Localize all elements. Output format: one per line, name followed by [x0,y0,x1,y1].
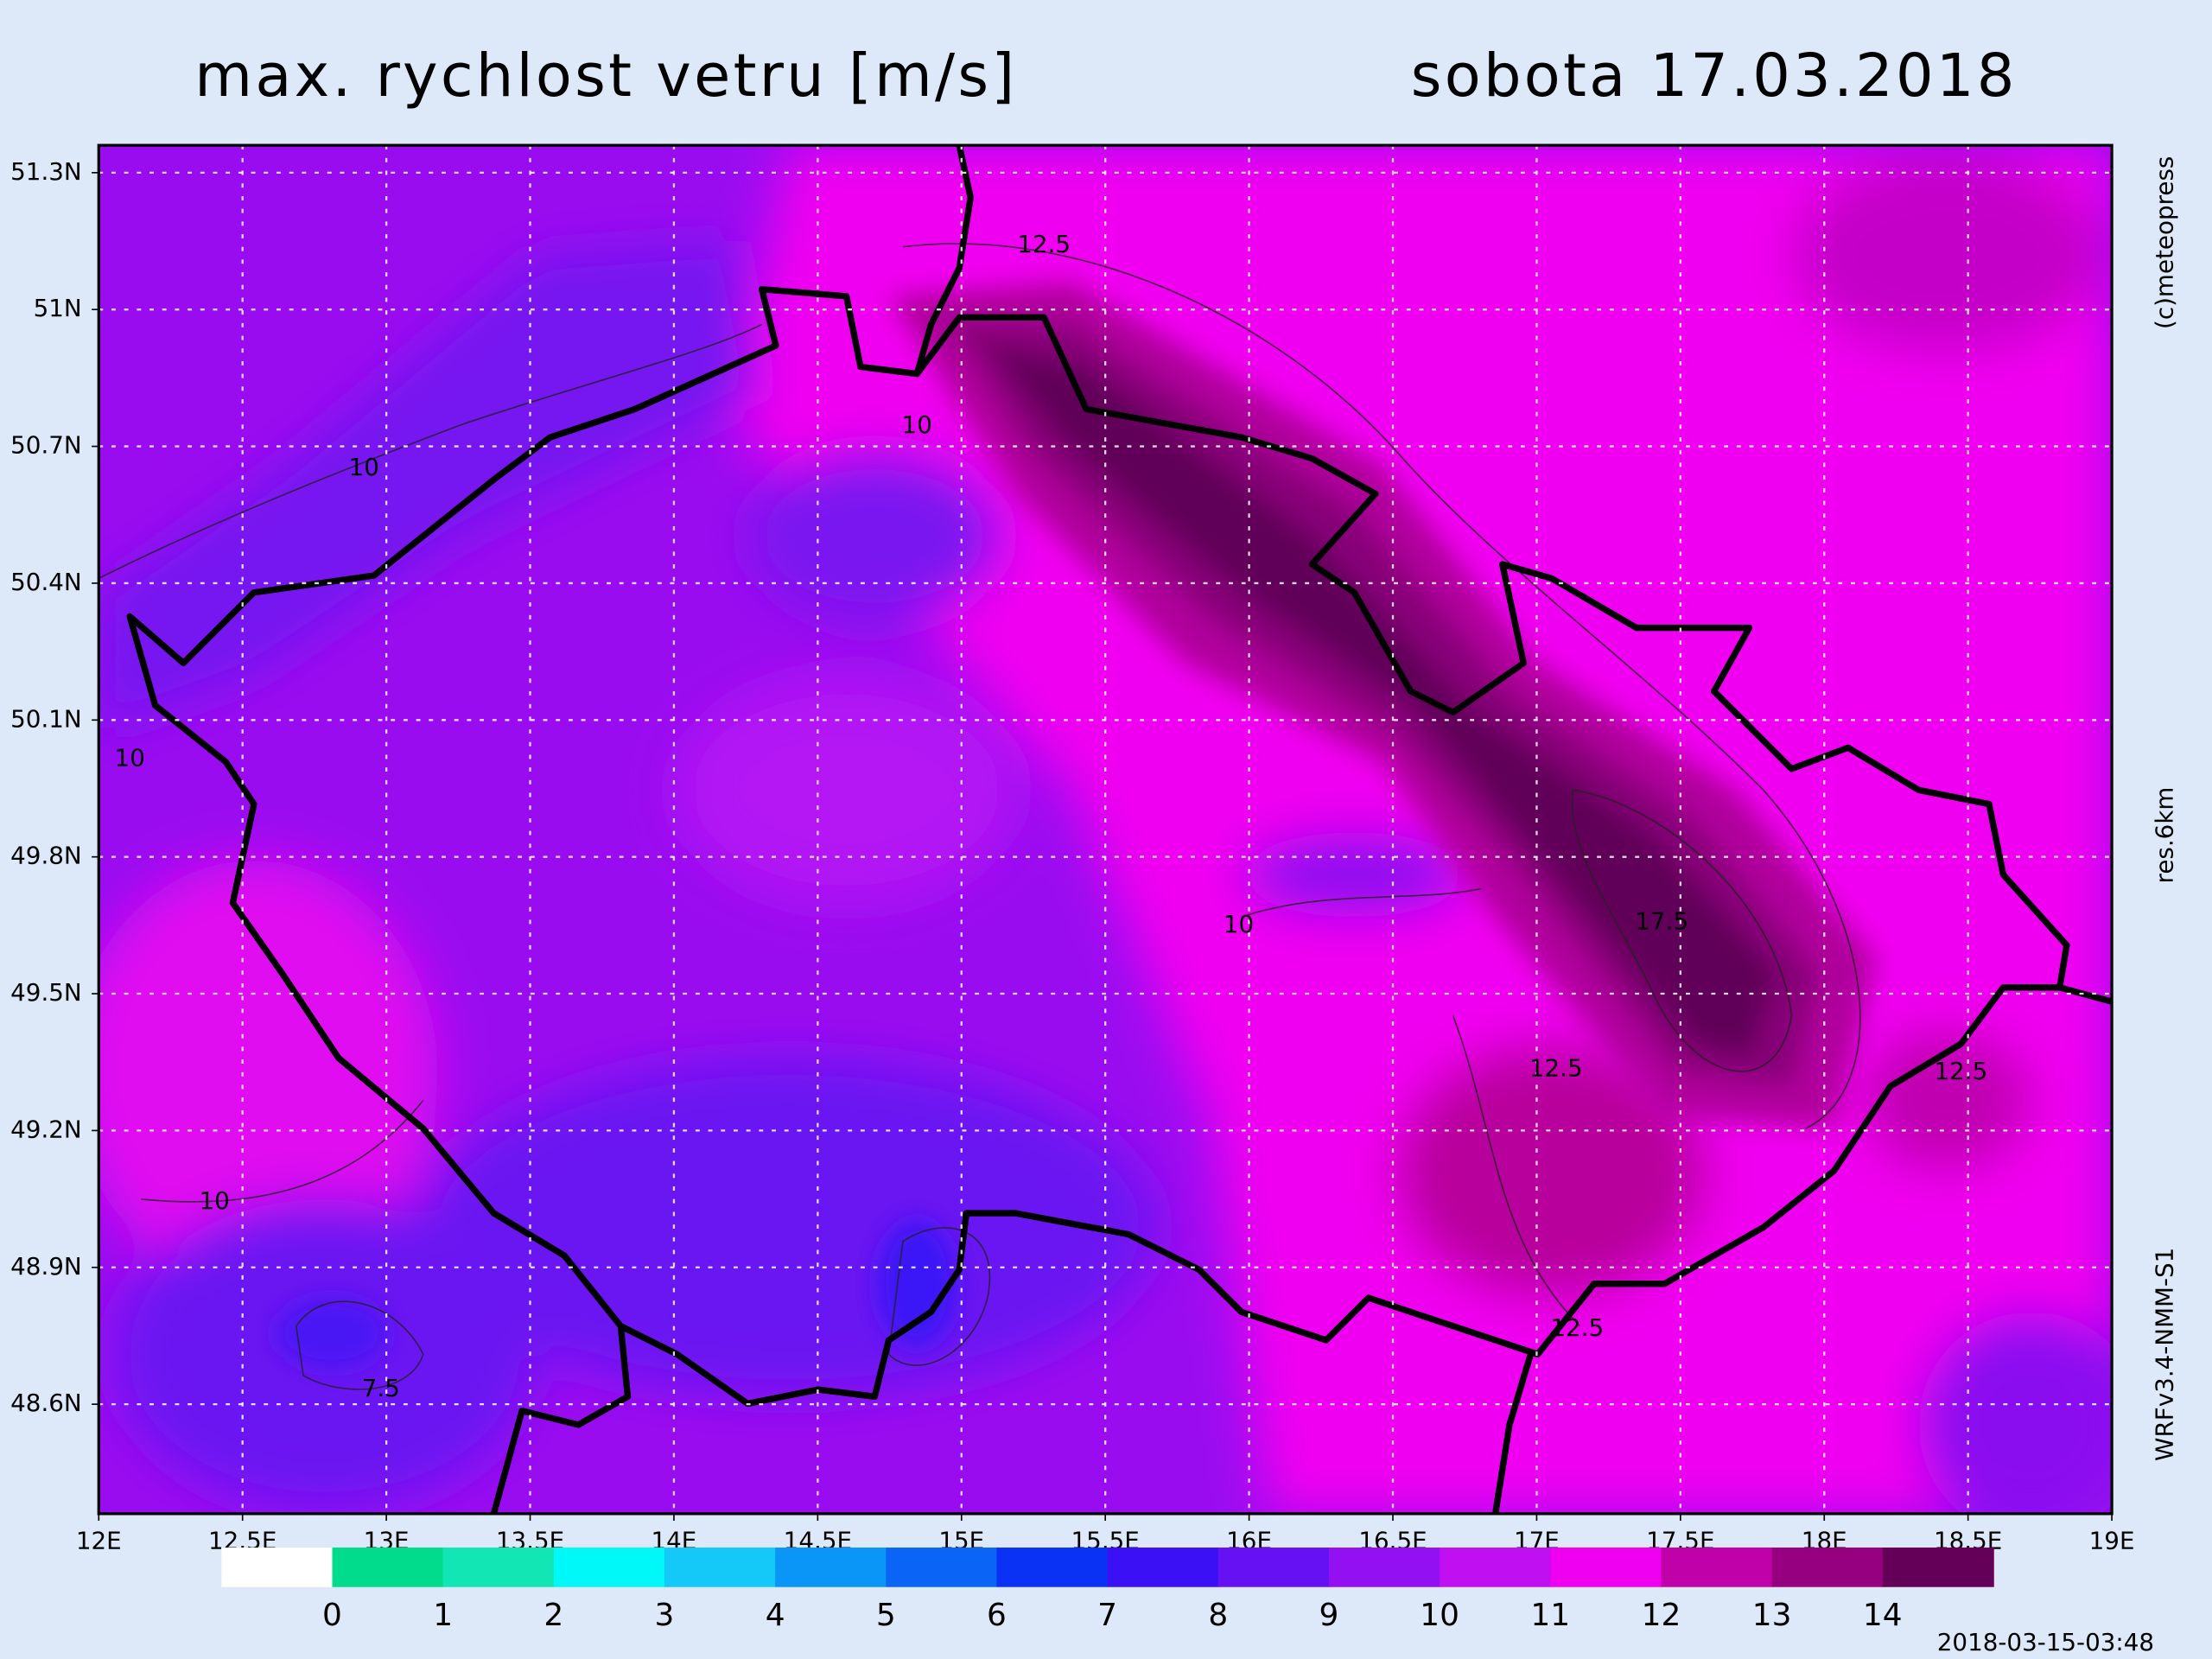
map-date: sobota 17.03.2018 [1411,41,2018,111]
colorbar-label: 12 [1642,1598,1681,1633]
lat-tick-label: 51.3N [10,157,82,186]
colorbar-label: 9 [1319,1598,1339,1633]
contour-label: 10 [200,1186,230,1215]
colorbar-box [1217,1548,1330,1587]
lon-tick-label: 12E [76,1526,122,1554]
resolution: res.6km [2150,787,2178,884]
colorbar-label: 1 [433,1598,453,1633]
lat-tick-label: 48.6N [10,1389,82,1417]
lat-tick-label: 50.1N [10,704,82,733]
lat-tick-label: 48.9N [10,1252,82,1281]
colorbar-label: 3 [655,1598,675,1633]
contour-label: 17.5 [1635,907,1688,936]
colorbar-box [1771,1548,1884,1587]
colorbar-box [1328,1548,1440,1587]
lat-tick-label: 51N [34,294,82,322]
contour-label: 10 [1224,910,1254,938]
lat-tick-label: 49.8N [10,842,82,870]
colorbar-box [1661,1548,1773,1587]
colorbar-box [332,1548,444,1587]
timestamp: 2018-03-15-03:48 [1937,1628,2154,1656]
colorbar-label: 7 [1097,1598,1117,1633]
lat-tick-label: 50.4N [10,568,82,596]
lat-tick-label: 49.2N [10,1115,82,1143]
colorbar-label: 11 [1530,1598,1570,1633]
colorbar-label: 6 [987,1598,1007,1633]
wind-field [99,145,2113,1514]
colorbar-box [886,1548,998,1587]
contour-label: 12.5 [1934,1057,1987,1085]
colorbar-box [1440,1548,1552,1587]
contour-label: 12.5 [1550,1313,1604,1342]
contours [99,243,1861,1390]
colorbar-label: 8 [1208,1598,1228,1633]
contour-label: 7.5 [362,1374,400,1402]
lat-tick-label: 50.7N [10,431,82,460]
lat-tick-label: 49.5N [10,978,82,1007]
colorbar-box [1107,1548,1219,1587]
colorbar-label: 2 [543,1598,563,1633]
map-title: max. rychlost vetru [m/s] [194,41,1017,111]
colorbar-label: 0 [322,1598,342,1633]
colorbar-box [442,1548,555,1587]
contour-label: 12.5 [1529,1054,1583,1083]
grid [99,145,2113,1514]
colorbar-label: 13 [1752,1598,1792,1633]
colorbar-label: 14 [1863,1598,1903,1633]
lon-tick-label: 19E [2089,1526,2135,1554]
colorbar-label: 10 [1420,1598,1459,1633]
model: WRFv3.4-NMM-S1 [2150,1248,2178,1461]
colorbar-box [775,1548,887,1587]
colorbar-box [1882,1548,1994,1587]
credit: (c)meteopress [2150,156,2178,329]
colorbar-label: 4 [766,1598,785,1633]
colorbar-box [1550,1548,1662,1587]
colorbar-box [553,1548,665,1587]
colorbar-box [221,1548,334,1587]
contour-label: 10 [902,410,932,439]
borders [126,145,2113,1514]
colorbar-box [996,1548,1109,1587]
colorbar-box [664,1548,776,1587]
contour-label: 10 [115,743,145,772]
contour-label: 12.5 [1017,230,1071,258]
contour-label: 10 [349,453,379,481]
colorbar-label: 5 [876,1598,896,1633]
